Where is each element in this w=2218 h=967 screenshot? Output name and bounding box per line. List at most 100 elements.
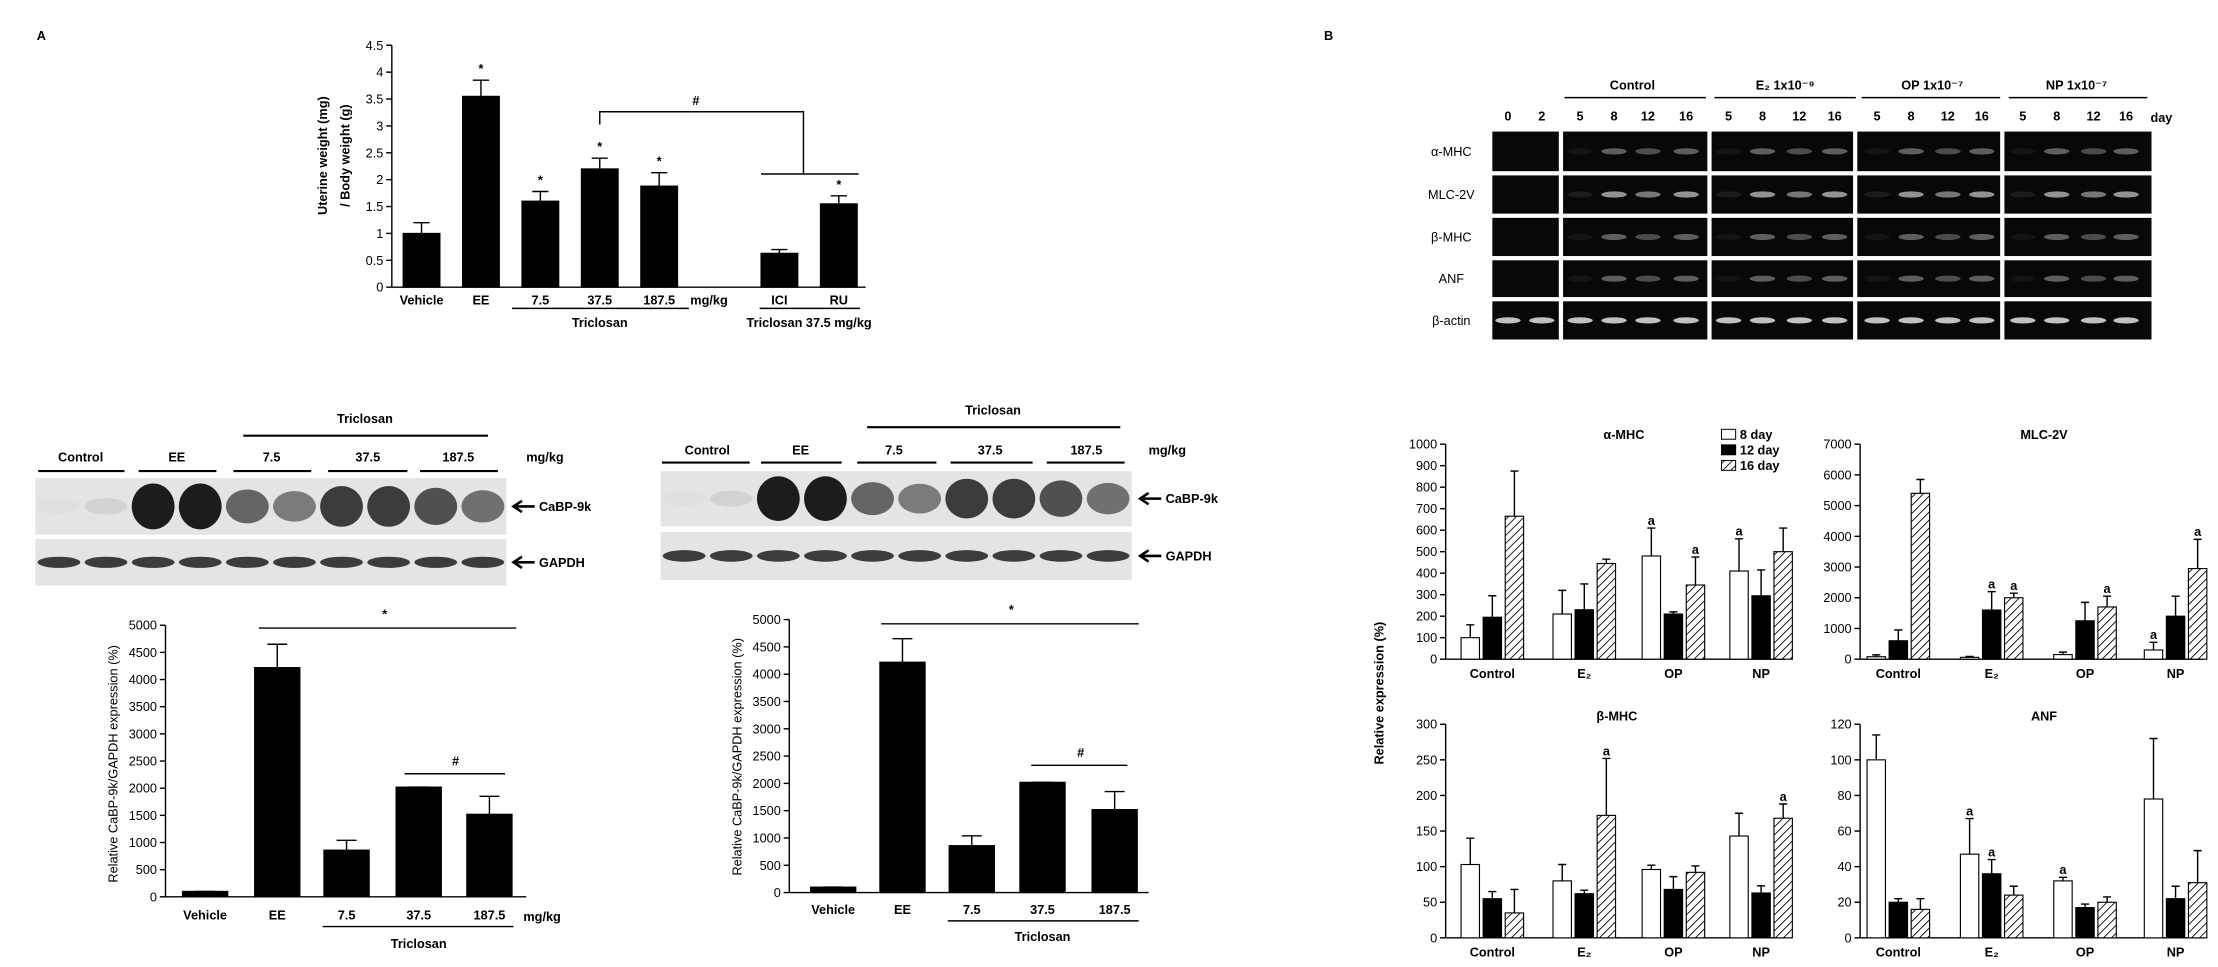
gel-band (2080, 275, 2107, 282)
y-tick-label: 1 (376, 226, 383, 241)
gel-band (1715, 317, 1742, 324)
gel-day-label: 16 (1828, 109, 1842, 124)
y-tick-label: 80 (1837, 788, 1851, 803)
gel-band (1673, 148, 1699, 155)
gel-band (1495, 317, 1521, 324)
blot-band (898, 483, 942, 514)
error-bar (591, 157, 608, 169)
arrow (511, 555, 535, 570)
gel-band (1567, 148, 1593, 155)
bar (1641, 868, 1662, 939)
error-bar (1580, 889, 1589, 894)
gel-band (1935, 148, 1961, 155)
gel-band (1673, 275, 1699, 282)
chart-title: ANF (2031, 708, 2057, 723)
y-tick-label: 7000 (1823, 437, 1851, 452)
gel-band (1821, 233, 1848, 241)
blot-band (414, 487, 458, 526)
bar (1504, 912, 1525, 939)
y-tick-label: 0 (376, 280, 383, 295)
lane-label: 37.5 (355, 449, 380, 464)
bar (2143, 649, 2164, 660)
gel-band (1715, 275, 1742, 282)
error-bar (267, 643, 288, 668)
error-bar (651, 171, 668, 187)
blot-band (273, 491, 316, 522)
gel-band (1715, 191, 1742, 198)
legend-label: 12 day (1740, 442, 1780, 457)
significance-marker: a (1692, 542, 1700, 557)
x-tick-label: Control (1470, 944, 1515, 959)
bar (2097, 901, 2117, 939)
bar (2075, 907, 2095, 939)
y-tick-label: 1000 (753, 830, 781, 845)
error-bar (1691, 865, 1700, 873)
x-tick-label: Control (1470, 666, 1515, 681)
error-bar (2193, 849, 2202, 883)
blot-band (709, 490, 753, 507)
significance-marker: a (2104, 581, 2112, 596)
bar (640, 185, 679, 288)
x-tick-label: E₂ (1985, 666, 1999, 681)
gel-band (2010, 317, 2036, 324)
y-tick-label: 3000 (1823, 560, 1851, 575)
gel-band (2010, 191, 2036, 198)
y-tick-label: 0 (150, 889, 157, 904)
bar (1663, 888, 1684, 939)
error-bar (2009, 592, 2018, 598)
y-tick-label: 100 (1416, 859, 1437, 874)
blot-band (131, 556, 175, 568)
x-tick-label: 7.5 (963, 902, 981, 917)
y-tick-label: 6000 (1823, 467, 1851, 482)
error-bar (771, 248, 788, 254)
x-tick-label: RU (830, 292, 848, 307)
group-label: Triclosan (391, 936, 447, 951)
error-bar (1466, 837, 1475, 865)
bar (1981, 873, 2002, 939)
blot-band (131, 483, 175, 530)
gel-band (1635, 275, 1661, 282)
gel-band (1969, 317, 1995, 324)
gel-band (2044, 233, 2070, 241)
annotation: * (382, 606, 387, 621)
blot-band (38, 499, 81, 513)
error-bar (1580, 583, 1589, 610)
gel-band (1898, 275, 1924, 282)
bar (2165, 898, 2186, 939)
gel-band (1935, 233, 1961, 241)
unit-label: mg/kg (526, 449, 563, 464)
y-tick-label: 1000 (1409, 437, 1437, 452)
group-label: Triclosan (337, 411, 393, 426)
lane-label: EE (168, 449, 185, 464)
gel-image (1711, 260, 1854, 298)
gel-band (1749, 275, 1776, 282)
gel-band (1786, 191, 1813, 198)
bar (181, 890, 229, 898)
significance-marker: a (2059, 862, 2067, 877)
error-bar (1872, 734, 1881, 760)
gel-band (1529, 317, 1555, 324)
bar (1910, 492, 1931, 660)
bar (1574, 609, 1595, 660)
gel-image (1711, 131, 1854, 172)
gel-image (1711, 217, 1854, 257)
blot-band (945, 478, 989, 519)
y-tick-label: 120 (1830, 717, 1851, 732)
gel-band (2113, 317, 2139, 324)
gel-image (2004, 217, 2152, 257)
error-bar (1510, 470, 1519, 517)
x-tick-label: OP (2076, 944, 2095, 959)
y-tick-label: 0 (1430, 652, 1437, 667)
x-tick-label: E₂ (1577, 944, 1591, 959)
significance-marker: a (1988, 844, 1996, 859)
band-label: CaBP-9k (539, 499, 592, 514)
y-tick-label: 40 (1837, 859, 1851, 874)
blot-band (1039, 550, 1083, 562)
error-bar (2080, 601, 2090, 621)
x-tick-label: OP (1664, 666, 1683, 681)
gel-day-label: 5 (1874, 109, 1881, 124)
error-bar (961, 835, 982, 846)
legend-swatch (1721, 459, 1737, 471)
error-bar (2103, 595, 2112, 607)
